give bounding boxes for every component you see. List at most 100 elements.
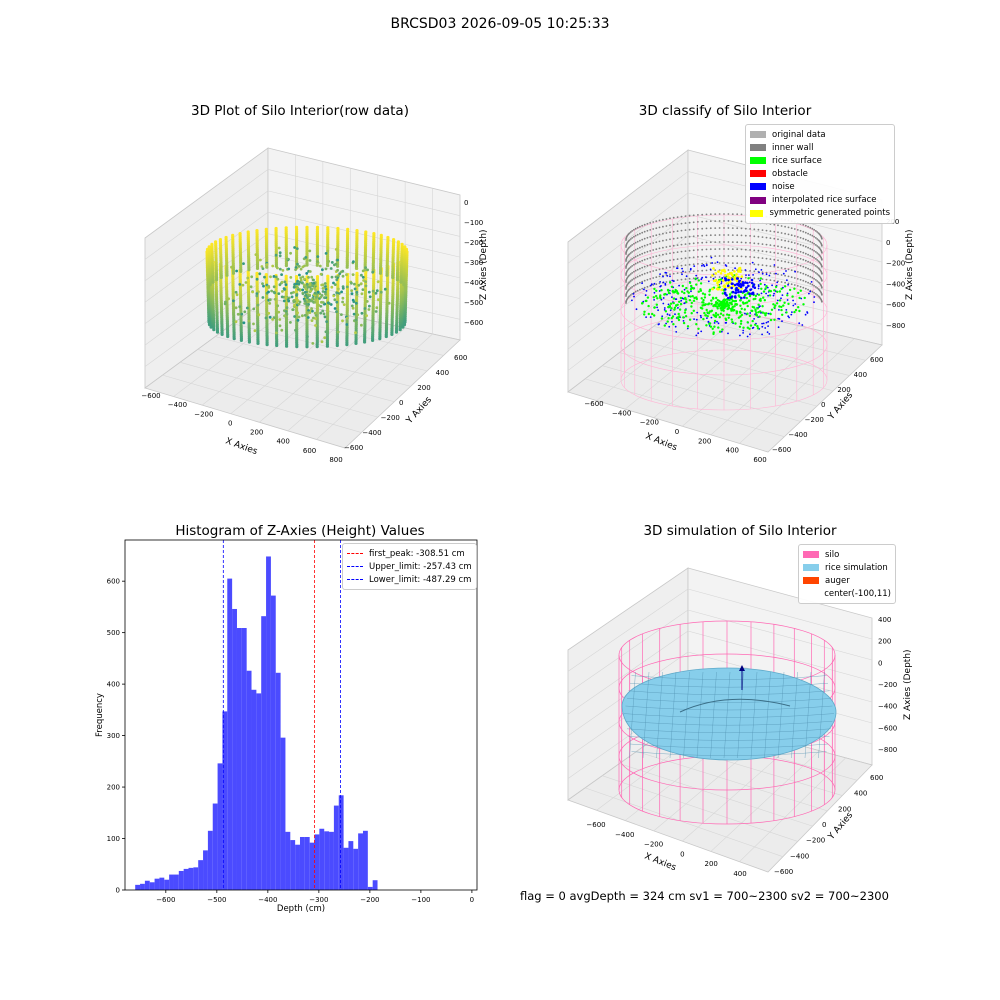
raw-point	[255, 266, 260, 270]
raw-point	[293, 246, 296, 249]
raw-point	[317, 303, 320, 307]
raw-point	[292, 285, 296, 289]
raw-point	[240, 312, 244, 316]
raw-point	[325, 344, 329, 348]
panel4-z-tick: −200	[878, 681, 897, 689]
raw-point	[232, 299, 235, 303]
raw-point	[315, 263, 319, 267]
raw-point	[308, 311, 312, 314]
raw-point	[278, 283, 282, 287]
raw-point	[321, 309, 325, 313]
raw-point	[323, 315, 327, 319]
raw-point	[337, 274, 340, 278]
raw-point	[336, 264, 340, 268]
raw-point	[283, 280, 287, 284]
raw-point	[241, 283, 245, 287]
raw-point	[327, 260, 331, 263]
raw-point	[236, 312, 240, 316]
raw-point	[286, 257, 289, 261]
raw-point	[378, 271, 383, 275]
raw-point	[345, 323, 349, 326]
raw-point	[278, 251, 282, 255]
raw-point	[265, 265, 269, 269]
raw-point	[268, 298, 272, 302]
raw-point	[296, 286, 300, 290]
raw-point	[261, 296, 265, 299]
raw-point	[363, 307, 367, 310]
raw-point	[360, 311, 364, 315]
raw-point	[341, 300, 344, 304]
raw-point	[305, 272, 309, 275]
raw-point	[334, 248, 338, 251]
raw-point	[335, 278, 339, 282]
raw-point	[308, 249, 312, 253]
raw-point	[322, 312, 326, 316]
raw-point	[307, 309, 310, 312]
raw-point	[326, 301, 330, 305]
legend-label: auger	[825, 575, 850, 586]
raw-point	[234, 306, 238, 310]
raw-point	[315, 345, 319, 349]
raw-point	[391, 275, 395, 280]
legend-label: silo	[825, 549, 840, 560]
raw-point	[351, 298, 355, 302]
panel4-zlabel: Z Axies (Depth)	[903, 649, 913, 720]
raw-point	[239, 338, 243, 342]
raw-point	[308, 259, 312, 262]
raw-point	[220, 332, 224, 336]
raw-point	[364, 280, 368, 284]
raw-point	[298, 300, 302, 304]
raw-point	[299, 276, 303, 280]
raw-point	[298, 273, 301, 277]
raw-point	[274, 275, 278, 279]
raw-point	[297, 282, 301, 286]
raw-point	[304, 294, 308, 297]
panel4-y-tick: −200	[806, 837, 825, 845]
raw-point	[308, 270, 312, 273]
raw-point	[278, 267, 282, 271]
raw-point	[311, 309, 314, 313]
raw-point	[283, 314, 287, 318]
raw-point	[284, 310, 288, 313]
raw-point	[366, 268, 369, 272]
raw-point	[333, 307, 337, 310]
raw-point	[368, 304, 371, 308]
raw-point	[284, 296, 288, 300]
raw-point	[267, 311, 271, 315]
raw-point	[330, 261, 334, 264]
raw-point	[296, 311, 299, 315]
raw-point	[394, 330, 399, 334]
raw-point	[379, 290, 383, 294]
raw-point	[383, 287, 387, 291]
raw-point	[329, 267, 333, 270]
raw-point	[287, 267, 291, 271]
raw-point	[261, 282, 264, 285]
raw-point	[310, 275, 314, 279]
raw-point	[305, 345, 309, 349]
raw-point	[345, 343, 349, 347]
raw-point	[272, 290, 276, 294]
raw-point	[318, 264, 322, 268]
raw-point	[316, 260, 319, 263]
raw-point	[371, 338, 375, 342]
panel4-x-tick: 400	[733, 870, 746, 878]
raw-point	[324, 267, 328, 271]
raw-point	[308, 283, 312, 287]
raw-point	[326, 249, 330, 253]
raw-point	[283, 287, 286, 291]
legend-item: rice simulation	[803, 561, 891, 574]
raw-point	[319, 311, 323, 315]
panel4-y-tick: −400	[790, 852, 809, 860]
raw-point	[276, 266, 279, 270]
panel4-z-tick: −400	[878, 703, 897, 711]
panel1-y-tick: 600	[454, 354, 467, 362]
raw-point	[362, 279, 365, 282]
raw-point	[402, 323, 407, 327]
raw-point	[272, 285, 276, 289]
raw-point	[351, 306, 355, 310]
raw-point	[256, 341, 260, 345]
raw-point	[282, 299, 286, 303]
raw-point	[219, 275, 223, 280]
raw-point	[269, 275, 272, 279]
